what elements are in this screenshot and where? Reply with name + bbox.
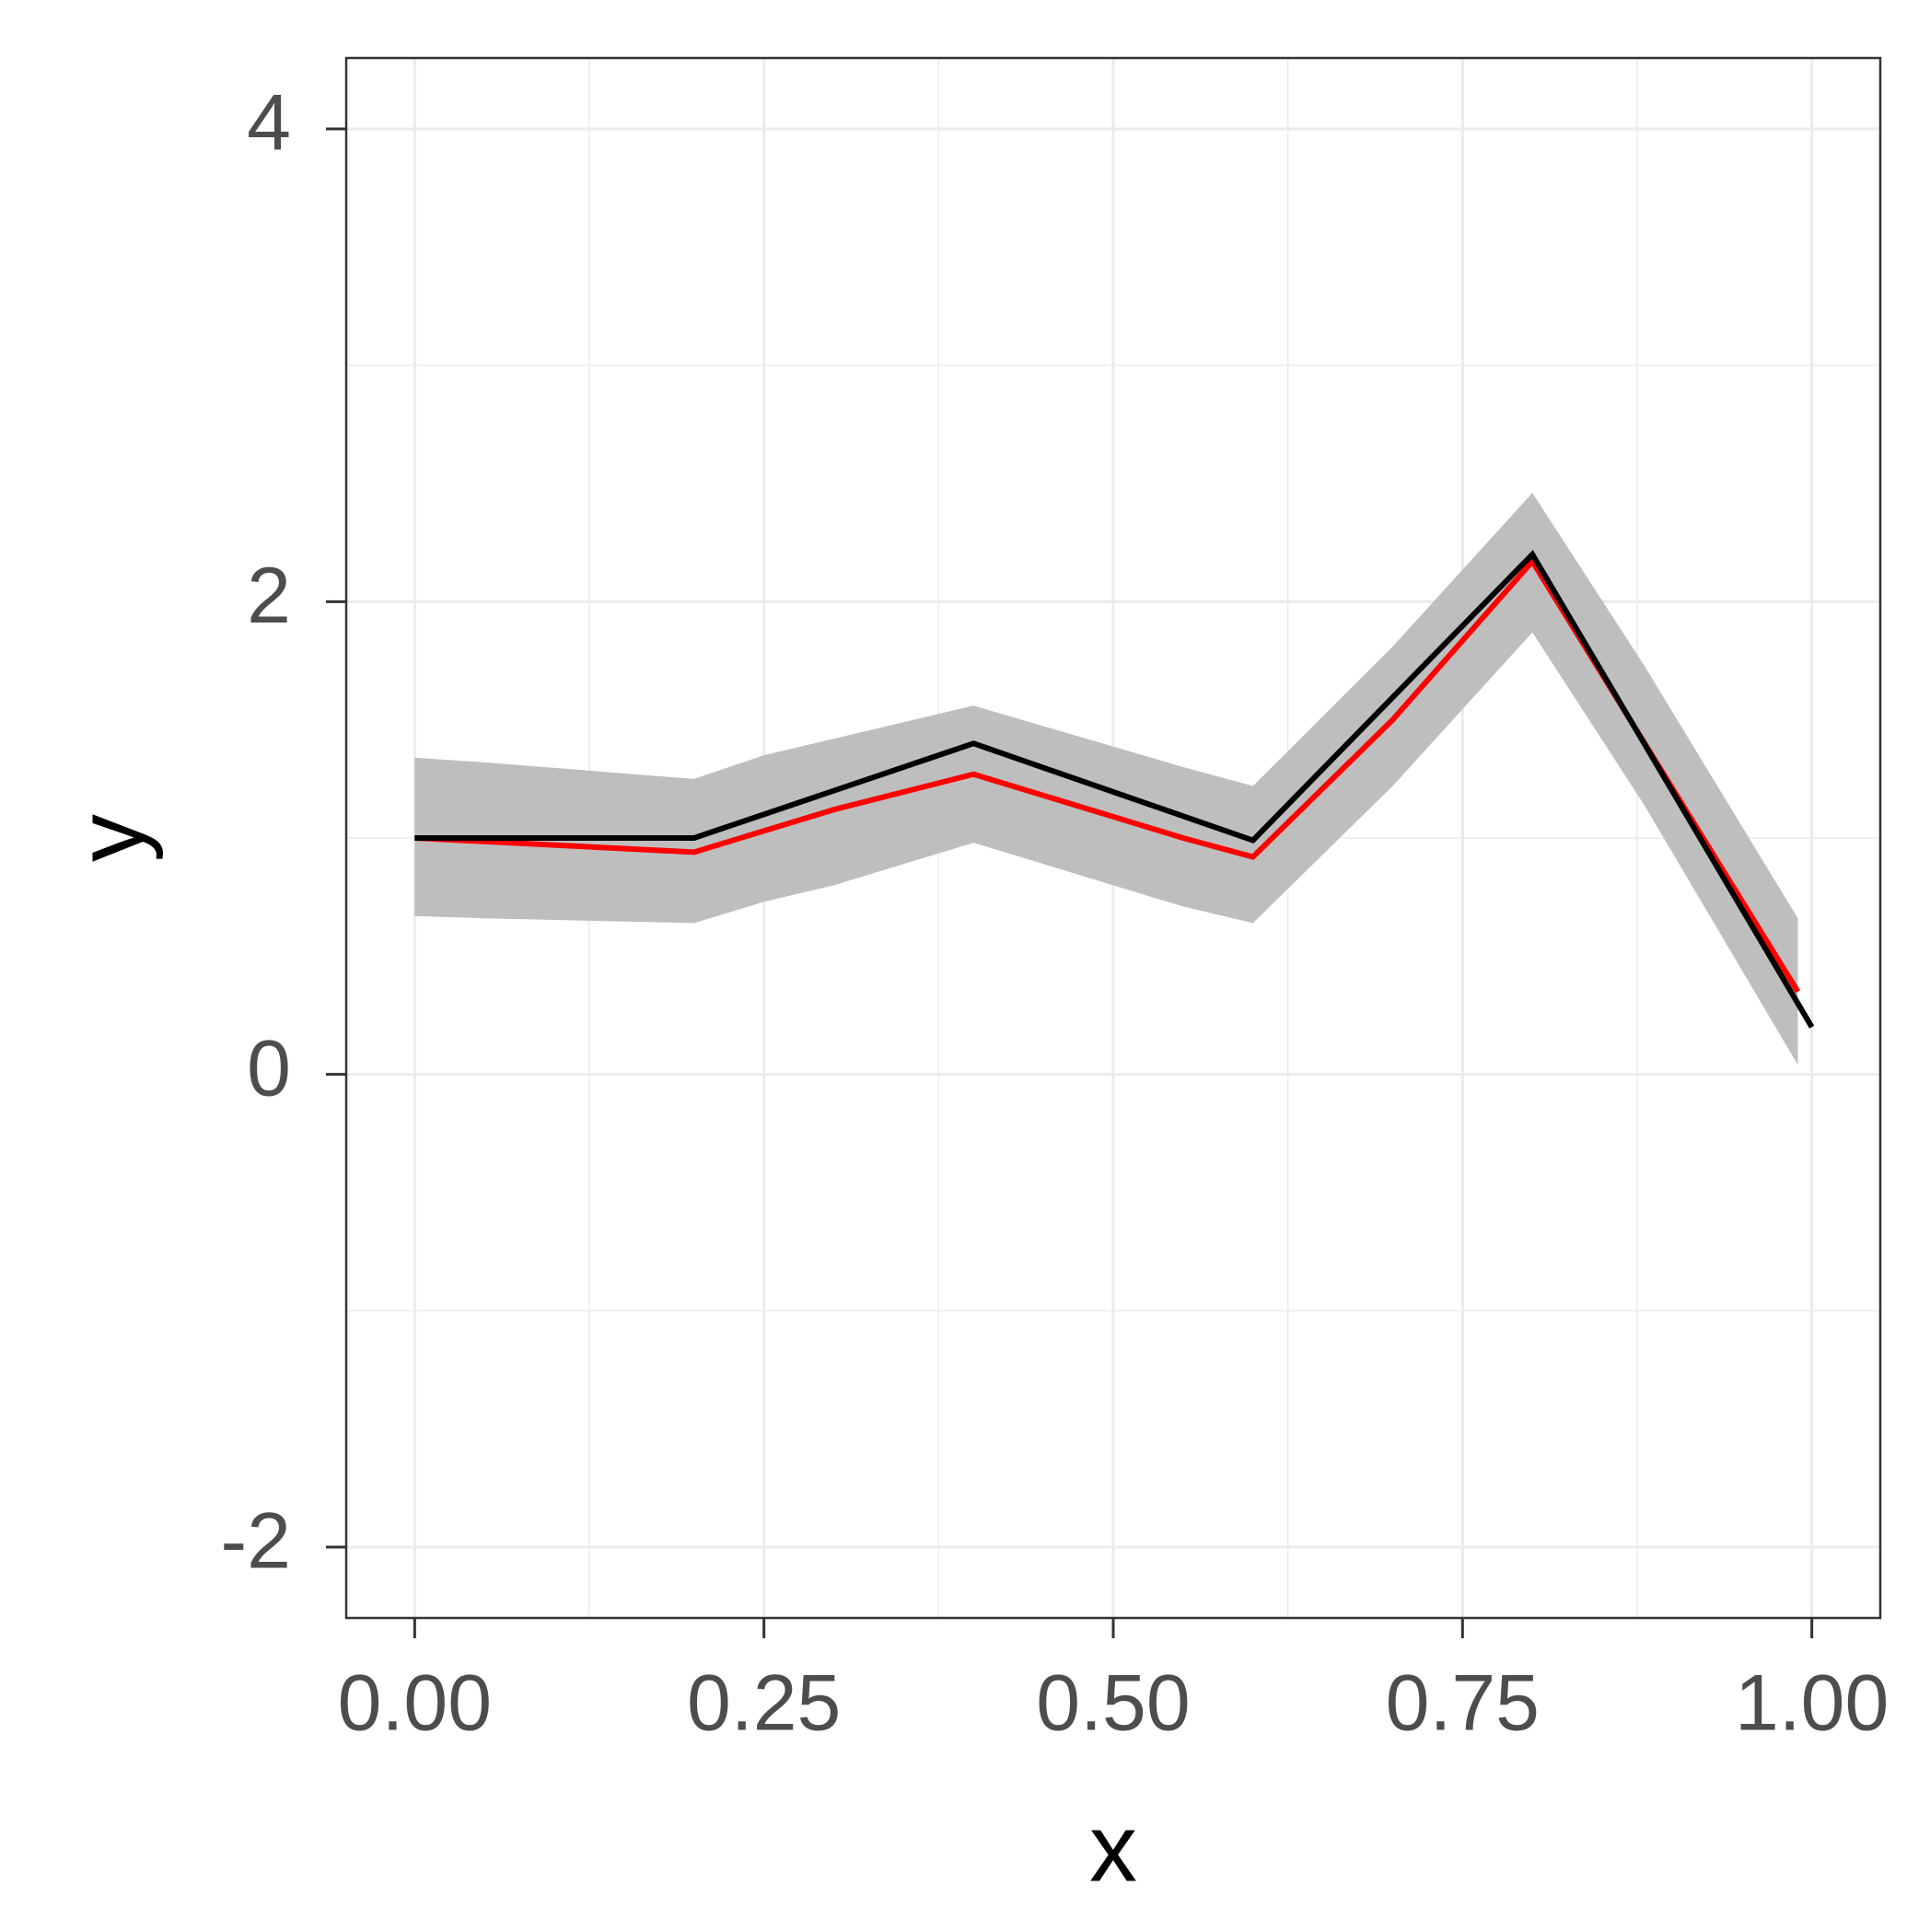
x-tick-label: 0.50: [1036, 1659, 1190, 1748]
x-tick-label: 0.75: [1386, 1659, 1540, 1748]
line: [414, 550, 1815, 1029]
x-tick-label: 1.00: [1735, 1659, 1889, 1748]
y-axis-title: y: [57, 814, 164, 862]
y-tick-label: -2: [221, 1497, 291, 1586]
y-tick-label: 0: [247, 1024, 291, 1112]
y-tick-label: 2: [247, 552, 291, 640]
x-tick-label: 0.00: [338, 1659, 492, 1748]
y-tick-label: 4: [247, 79, 291, 168]
line: [414, 556, 1801, 994]
x-tick-label: 0.25: [687, 1659, 841, 1748]
confidence-ribbon: [414, 493, 1798, 1065]
x-axis-title: x: [1089, 1795, 1137, 1902]
